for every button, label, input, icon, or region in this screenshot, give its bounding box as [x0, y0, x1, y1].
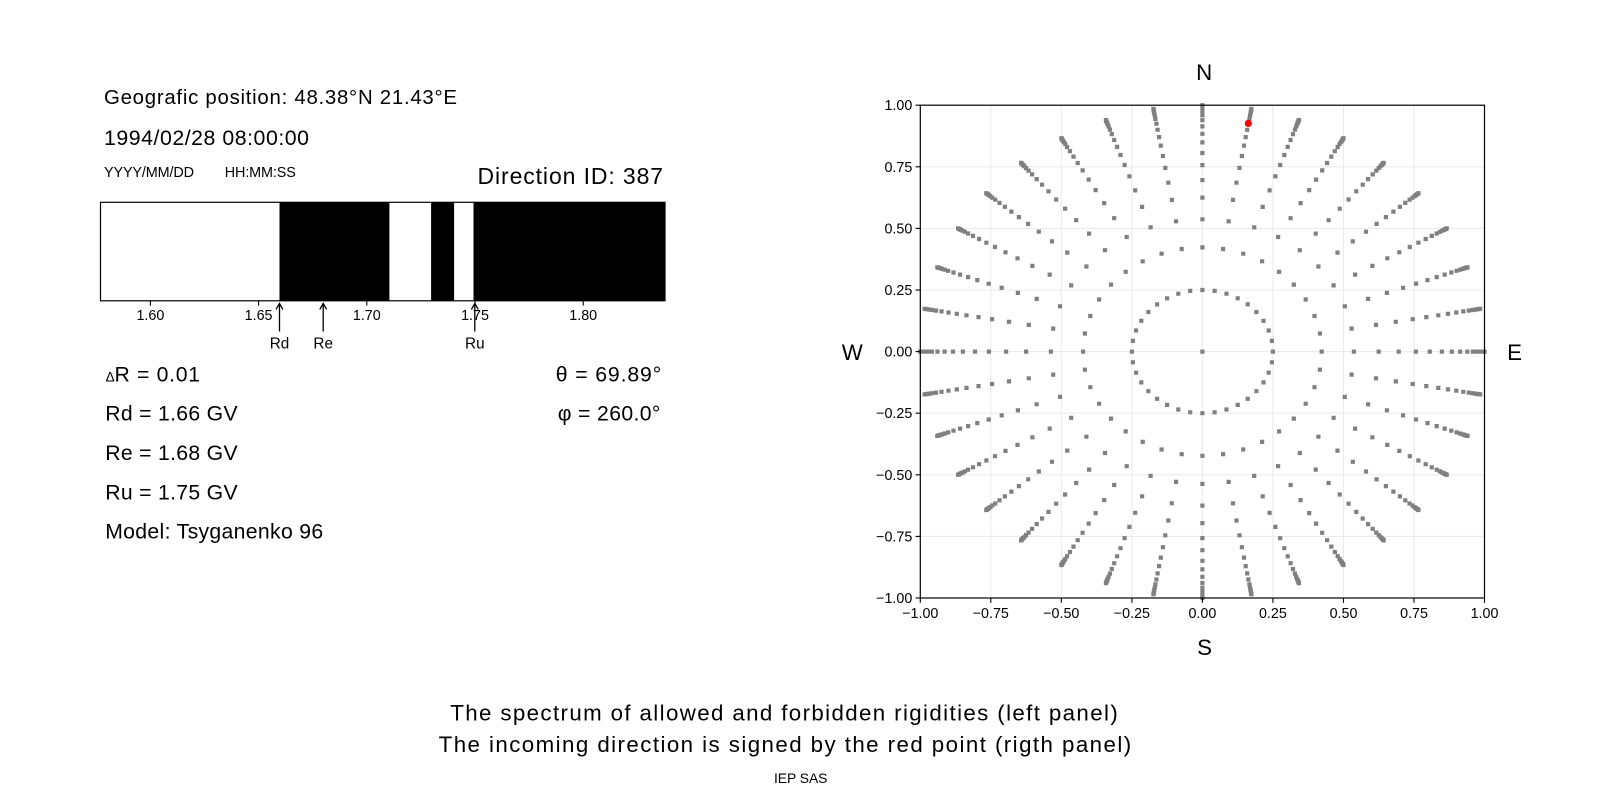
svg-text:Re = 1.68 GV: Re = 1.68 GV — [105, 442, 238, 465]
svg-text:R = 0.01: R = 0.01 — [115, 363, 201, 386]
svg-text:0.00: 0.00 — [884, 345, 912, 361]
svg-text:Ru: Ru — [465, 336, 485, 353]
svg-text:−1.00: −1.00 — [902, 606, 938, 622]
svg-text:The spectrum of allowed and fo: The spectrum of allowed and forbidden ri… — [450, 700, 1118, 725]
svg-text:φ = 260.0°: φ = 260.0° — [558, 402, 661, 425]
svg-text:0.25: 0.25 — [1259, 606, 1287, 622]
svg-text:HH:MM:SS: HH:MM:SS — [225, 165, 296, 181]
svg-text:0.25: 0.25 — [884, 283, 912, 299]
svg-text:Direction ID: 387: Direction ID: 387 — [478, 163, 664, 189]
svg-text:−0.50: −0.50 — [1043, 606, 1079, 622]
svg-text:W: W — [842, 340, 863, 365]
svg-text:Rd: Rd — [270, 336, 290, 353]
svg-text:−0.25: −0.25 — [876, 406, 912, 422]
svg-text:−0.25: −0.25 — [1114, 606, 1150, 622]
svg-text:−0.75: −0.75 — [973, 606, 1009, 622]
svg-text:Rd = 1.66 GV: Rd = 1.66 GV — [105, 402, 238, 425]
svg-text:E: E — [1507, 340, 1522, 365]
svg-text:0.75: 0.75 — [884, 160, 912, 176]
svg-text:YYYY/MM/DD: YYYY/MM/DD — [104, 165, 194, 181]
svg-text:−0.50: −0.50 — [876, 468, 912, 484]
svg-text:Re: Re — [313, 336, 333, 353]
svg-text:1.60: 1.60 — [136, 308, 164, 324]
svg-text:1.65: 1.65 — [245, 308, 273, 324]
svg-text:0.50: 0.50 — [884, 221, 912, 237]
svg-text:1.80: 1.80 — [569, 308, 597, 324]
svg-text:1994/02/28 08:00:00: 1994/02/28 08:00:00 — [104, 126, 309, 150]
svg-text:IEP SAS: IEP SAS — [774, 770, 828, 786]
svg-text:S: S — [1197, 635, 1212, 660]
svg-text:Ru = 1.75 GV: Ru = 1.75 GV — [105, 481, 238, 504]
svg-text:Model: Tsyganenko 96: Model: Tsyganenko 96 — [105, 520, 323, 543]
svg-text:1.70: 1.70 — [353, 308, 381, 324]
svg-text:−0.75: −0.75 — [876, 529, 912, 545]
svg-text:1.00: 1.00 — [884, 98, 912, 114]
svg-text:Geografic position: 48.38°N 21: Geografic position: 48.38°N 21.43°E — [104, 87, 457, 109]
svg-text:Δ: Δ — [106, 369, 115, 384]
svg-text:θ = 69.89°: θ = 69.89° — [556, 363, 661, 386]
svg-text:−1.00: −1.00 — [876, 591, 912, 607]
svg-text:N: N — [1196, 60, 1212, 85]
svg-text:The incoming direction is sign: The incoming direction is signed by the … — [439, 732, 1131, 757]
svg-text:1.00: 1.00 — [1471, 606, 1499, 622]
svg-text:0.00: 0.00 — [1188, 606, 1216, 622]
svg-text:0.50: 0.50 — [1330, 606, 1358, 622]
svg-text:0.75: 0.75 — [1400, 606, 1428, 622]
